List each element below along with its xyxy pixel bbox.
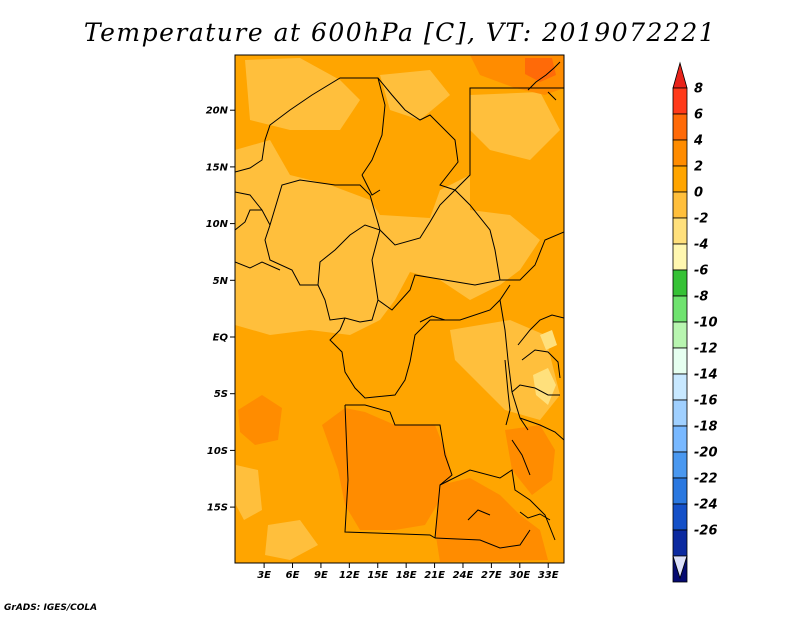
temperature-field: [235, 55, 564, 563]
field-4-to-6-region: [435, 478, 548, 562]
grads-credit: GrADS: IGES/COLA: [4, 603, 98, 613]
field-0-to-2-region: [470, 92, 560, 160]
lat-tick-label: 20N: [206, 106, 229, 117]
field-minus2-to-0-region: [540, 330, 557, 350]
field-4-to-6-region: [238, 395, 282, 445]
map-frame: [234, 54, 565, 564]
colorbar-swatch: [672, 295, 688, 323]
colorbar-bottom-arrow: [672, 555, 688, 580]
lat-tick-label: 5N: [213, 276, 229, 287]
field-6-to-8-region: [525, 58, 556, 82]
colorbar-label: -20: [694, 446, 718, 461]
colorbar-swatch: [672, 503, 688, 531]
field-0-to-2-region: [236, 465, 262, 520]
colorbar: 8 6 4 2 0 -2 -4 -6 -8 -10 -12 -14 -16 -18 -20 -22 -24 -26: [672, 61, 718, 583]
colorbar-swatch: [672, 529, 688, 557]
colorbar-swatch: [672, 165, 688, 193]
map-title: Temperature at 600hPa [C], VT: 201907222…: [83, 18, 717, 47]
colorbar-label: -18: [694, 420, 718, 435]
colorbar-swatch: [672, 217, 688, 245]
colorbar-label: 6: [694, 108, 703, 123]
colorbar-swatch: [672, 347, 688, 375]
colorbar-label: -6: [694, 264, 708, 279]
lon-tick-label: 27E: [481, 570, 502, 581]
colorbar-swatch: [672, 477, 688, 505]
lat-tick-label: EQ: [213, 333, 229, 344]
lon-tick-label: 18E: [396, 570, 417, 581]
field-0-to-2-region: [450, 320, 560, 420]
lon-tick-label: 12E: [339, 570, 360, 581]
colorbar-label: -10: [694, 316, 718, 331]
colorbar-label: 4: [693, 134, 703, 149]
lon-tick-label: 21E: [424, 570, 445, 581]
field-0-to-2-region: [245, 58, 360, 130]
lat-tick-label: 5S: [214, 389, 228, 400]
colorbar-swatch: [672, 87, 688, 115]
colorbar-top-arrow: [672, 61, 688, 89]
colorbar-label: -4: [694, 238, 708, 253]
lon-tick-label: 3E: [257, 570, 271, 581]
colorbar-label: -2: [694, 212, 708, 227]
colorbar-label: -22: [694, 472, 718, 487]
colorbar-swatch: [672, 451, 688, 479]
lat-tick-label: 15S: [207, 503, 228, 514]
colorbar-label: 8: [694, 82, 703, 97]
colorbar-swatch: [672, 243, 688, 271]
lat-tick-label: 15N: [206, 162, 229, 173]
colorbar-swatch: [672, 321, 688, 349]
colorbar-swatch: [672, 269, 688, 297]
colorbar-label: -16: [694, 394, 718, 409]
colorbar-label: -14: [694, 368, 718, 383]
field-4-to-6-region: [322, 408, 452, 530]
lon-tick-label: 9E: [314, 570, 328, 581]
colorbar-label: 2: [694, 160, 703, 175]
field-4-to-6-region: [505, 425, 555, 495]
colorbar-swatch: [672, 425, 688, 453]
colorbar-swatch: [672, 113, 688, 141]
colorbar-label: 0: [694, 186, 703, 201]
lon-tick-label: 6E: [286, 570, 300, 581]
field-minus2-to-0-region: [533, 368, 556, 405]
longitude-axis: 3E 6E 9E 12E 15E 18E 21E 24E 27E 30E 33E: [257, 563, 559, 581]
colorbar-swatch: [672, 139, 688, 167]
lon-tick-label: 33E: [538, 570, 559, 581]
colorbar-swatch: [672, 191, 688, 219]
colorbar-label: -12: [694, 342, 718, 357]
field-0-to-2-region: [380, 70, 450, 120]
colorbar-swatch: [672, 399, 688, 427]
lon-tick-label: 24E: [453, 570, 474, 581]
field-0-to-2-region: [265, 520, 318, 560]
colorbar-label: -8: [694, 290, 708, 305]
colorbar-label: -26: [694, 524, 718, 539]
lon-tick-label: 30E: [509, 570, 530, 581]
country-borders: [235, 61, 564, 549]
lon-tick-label: 15E: [367, 570, 388, 581]
colorbar-label: -24: [694, 498, 718, 513]
colorbar-swatch: [672, 373, 688, 401]
lat-tick-label: 10S: [207, 446, 228, 457]
lat-tick-label: 10N: [206, 219, 229, 230]
latitude-axis: 20N 15N 10N 5N EQ 5S 10S 15S: [206, 106, 235, 514]
